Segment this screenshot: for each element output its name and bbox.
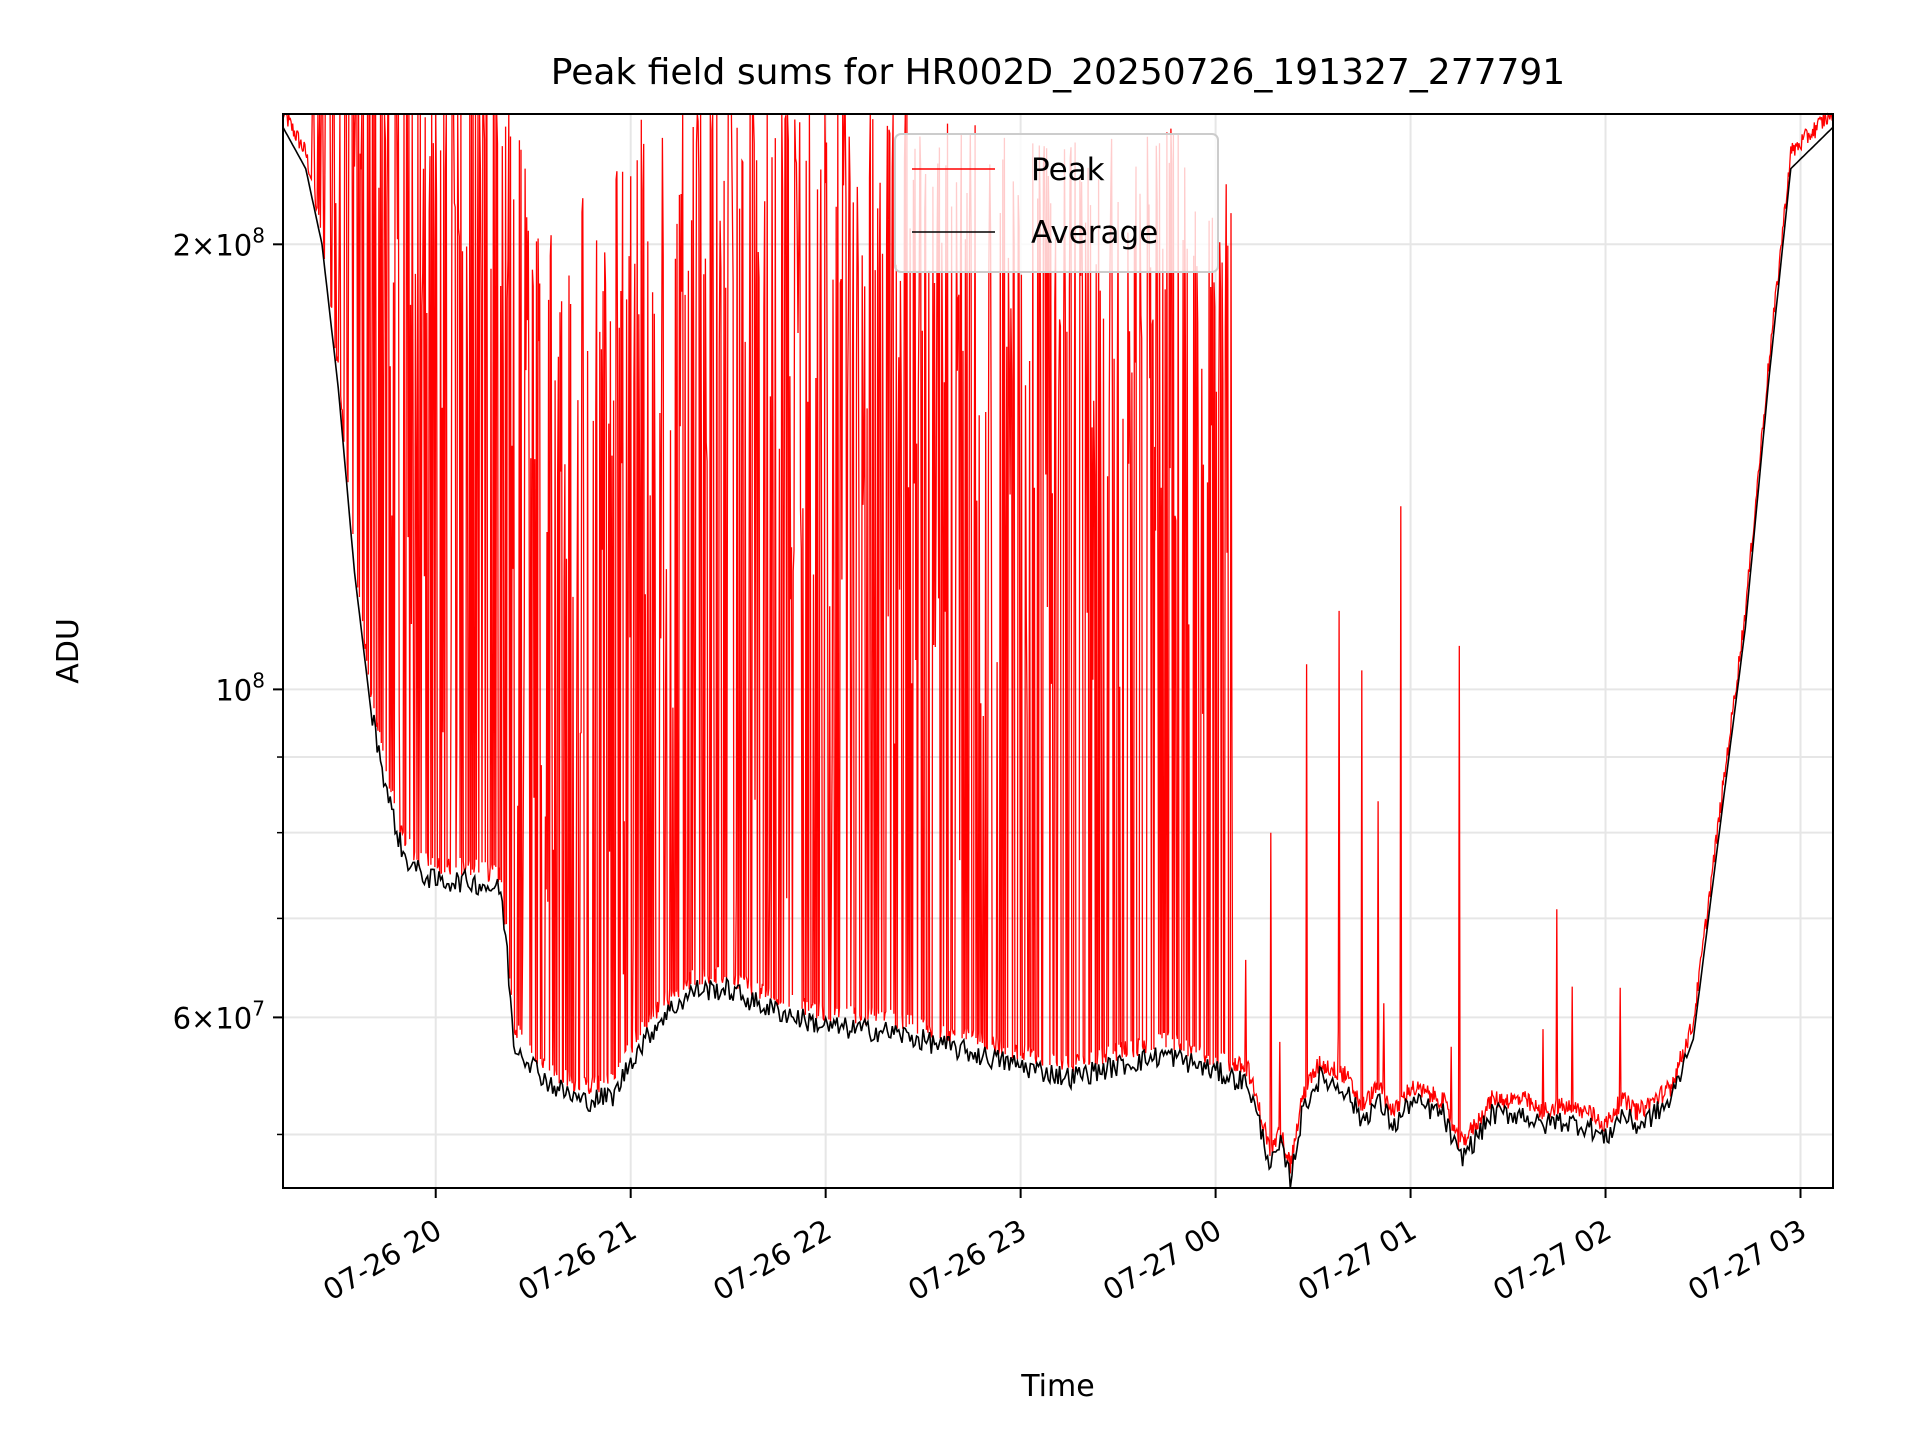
y-axis-label: ADU: [51, 618, 86, 684]
legend-label-average: Average: [1031, 215, 1158, 251]
plot-frame: [282, 113, 1834, 1189]
y-tick-label: 2×108: [173, 223, 265, 262]
chart-title: Peak field sums for HR002D_20250726_1913…: [551, 52, 1565, 93]
legend: Peak Average: [894, 133, 1219, 273]
y-tick-label: 108: [215, 668, 265, 707]
series-group: [282, 112, 1834, 1189]
series-line-peak: [282, 112, 1834, 1174]
series-line-average: [282, 126, 1834, 1189]
y-tick-label: 6×107: [173, 996, 265, 1035]
x-axis-label: Time: [1020, 1369, 1094, 1404]
legend-label-peak: Peak: [1031, 152, 1105, 188]
